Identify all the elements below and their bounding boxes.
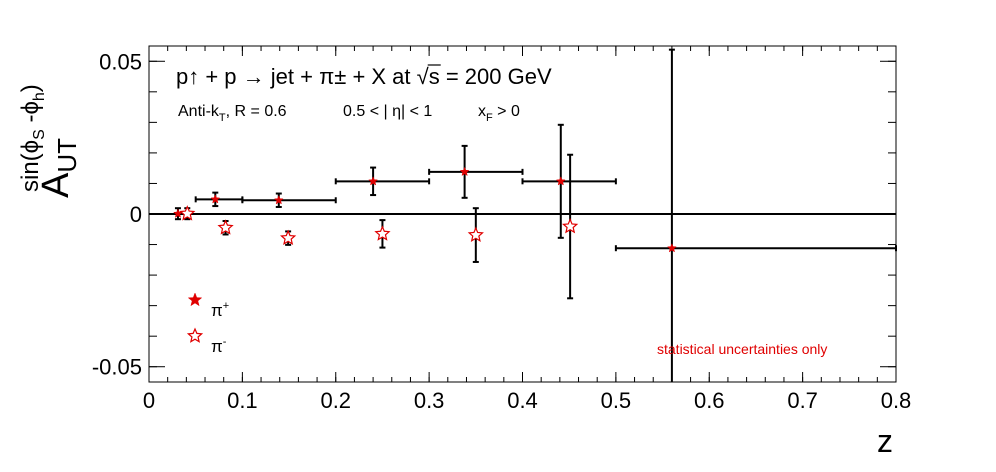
antikt-sub: T: [219, 112, 226, 124]
x-tick-label: 0.1: [227, 388, 258, 413]
pi-minus-point: [280, 229, 297, 246]
x-tick-label: 0.3: [414, 388, 445, 413]
y-title-base: A: [35, 172, 77, 198]
y-title-sup-end: ): [17, 84, 44, 92]
x-tick-label: 0.7: [787, 388, 818, 413]
chart-subtitle-eta: 0.5 < | η| < 1: [343, 103, 432, 120]
y-tick-label: -0.05: [92, 355, 142, 380]
filled-star-marker: [555, 176, 566, 186]
legend-pi-plus-sup: +: [223, 300, 229, 312]
pi-plus-point: [614, 48, 897, 382]
legend-pi-minus-base: π: [211, 337, 223, 356]
open-star-marker: [179, 205, 196, 221]
x-tick-label: 0: [143, 388, 155, 413]
y-title-sup-h: h: [31, 92, 48, 101]
svg-text:sin(ϕS -ϕh): sin(ϕS -ϕh): [17, 84, 48, 192]
legend-filled-star: [187, 292, 203, 307]
legend-open-star: [186, 327, 204, 343]
xf-prefix: x: [478, 103, 486, 120]
pi-plus-point: [334, 166, 431, 197]
antikt-prefix: Anti-k: [178, 103, 220, 120]
filled-star-marker: [459, 166, 470, 177]
x-axis-title: z: [877, 423, 893, 459]
legend-label-pi-plus: π+: [211, 300, 229, 320]
legend-marker-pi-minus: [186, 327, 204, 343]
x-tick-label: 0.5: [601, 388, 632, 413]
chart-subtitle-antikt: Anti-kT, R = 0.6: [178, 103, 287, 124]
x-tick-label: 0.2: [320, 388, 351, 413]
pi-minus-point: [374, 219, 391, 249]
antikt-rest: , R = 0.6: [226, 103, 287, 120]
open-star-marker: [467, 226, 484, 242]
legend-label-pi-minus: π-: [211, 336, 227, 356]
pi-plus-point: [241, 192, 337, 208]
svg-text:AUT: AUT: [35, 138, 82, 198]
chart-subtitle-xf: xF > 0: [478, 103, 520, 124]
legend-pi-plus-base: π: [211, 301, 223, 320]
y-title-sub: UT: [52, 138, 82, 173]
x-tick-label: 0.8: [881, 388, 912, 413]
data-marks: [173, 48, 897, 382]
pi-plus-point: [428, 144, 524, 199]
legend: π+ π-: [186, 292, 229, 356]
filled-star-marker: [368, 176, 379, 186]
x-tick-label: 0.4: [507, 388, 538, 413]
pi-plus-point: [194, 191, 244, 208]
filled-star-marker: [210, 194, 221, 204]
y-title-sup-mid: -ϕ: [17, 101, 44, 129]
pi-minus-point: [562, 153, 579, 300]
pi-minus-point: [179, 205, 196, 221]
y-tick-label: 0.05: [99, 49, 142, 74]
stat-uncertainty-note: statistical uncertainties only: [657, 341, 827, 357]
open-star-marker: [562, 217, 579, 234]
open-star-marker: [280, 229, 297, 246]
y-tick-label: 0: [130, 202, 142, 227]
xf-rest: > 0: [493, 103, 520, 120]
y-title-sup-s: S: [31, 129, 48, 140]
pi-minus-point: [217, 219, 234, 236]
legend-marker-pi-plus: [187, 292, 203, 307]
x-tick-label: 0.6: [694, 388, 725, 413]
chart-title: p↑ + p → jet + π± + X at √s = 200 GeV: [176, 64, 552, 89]
pi-minus-point: [467, 207, 484, 263]
legend-pi-minus-sup: -: [223, 336, 227, 348]
xf-sub: F: [486, 112, 493, 124]
filled-star-marker: [273, 195, 284, 205]
open-star-marker: [217, 219, 234, 235]
filled-star-marker: [666, 243, 677, 253]
y-title-sup: sin(ϕ: [17, 140, 44, 192]
y-axis-title: AUT sin(ϕS -ϕh): [17, 84, 82, 198]
open-star-marker: [374, 225, 391, 241]
